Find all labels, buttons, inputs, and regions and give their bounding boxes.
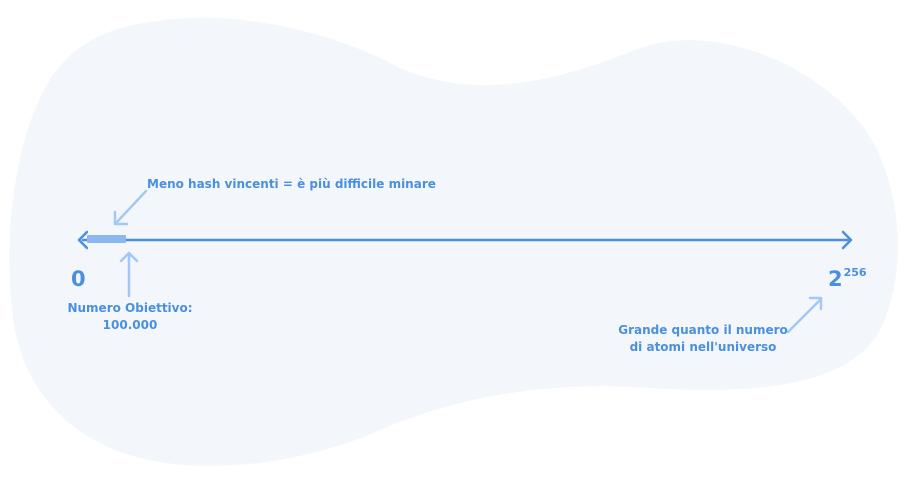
target-number-value: 100.000	[102, 318, 158, 332]
atoms-in-universe-label: Grande quanto il numero di atomi nell'un…	[612, 322, 794, 356]
less-winning-hashes-label: Meno hash vincenti = è più difficile min…	[147, 177, 436, 191]
max-value-exponent: 256	[843, 266, 867, 279]
target-number-title: Numero Obiettivo:	[67, 301, 193, 315]
pointer-arrow-top	[113, 189, 148, 226]
pointer-arrow-max	[786, 296, 823, 334]
background-blob	[9, 17, 898, 466]
target-number-label: Numero Obiettivo: 100.000	[60, 300, 200, 334]
max-value-label: 2256	[828, 266, 867, 296]
max-value-base: 2	[828, 267, 843, 291]
left-arrowhead	[77, 230, 89, 250]
atoms-line-2: di atomi nell'universo	[629, 340, 777, 354]
pointer-arrow-target	[119, 251, 139, 298]
atoms-line-1: Grande quanto il numero	[618, 323, 788, 337]
target-range-segment	[87, 235, 126, 243]
zero-label: 0	[71, 267, 86, 291]
right-arrowhead	[841, 230, 853, 250]
